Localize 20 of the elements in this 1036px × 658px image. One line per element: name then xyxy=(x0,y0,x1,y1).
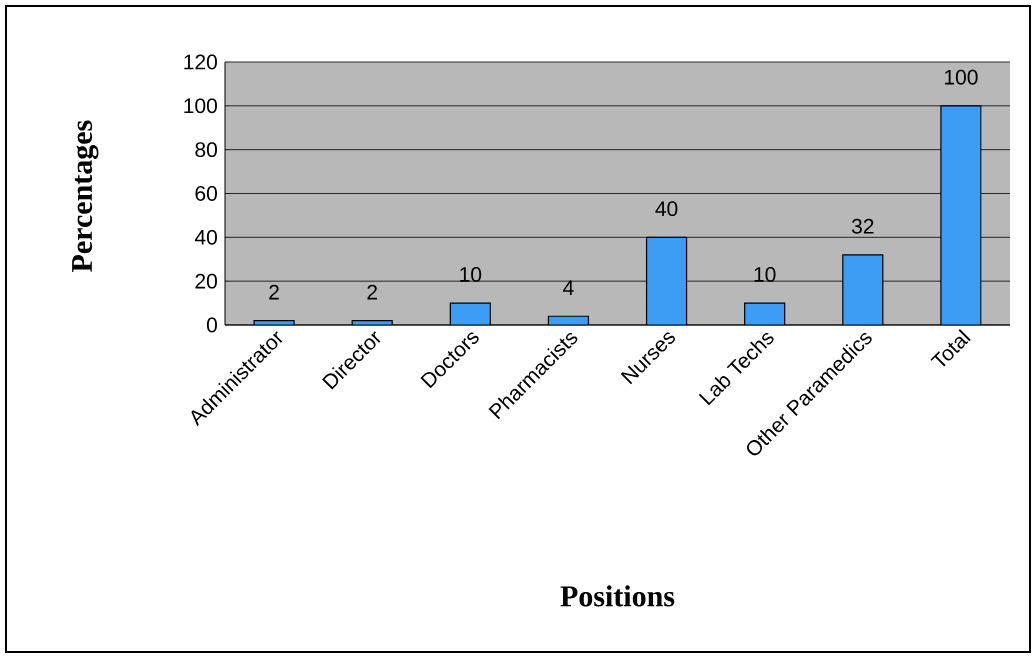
data-label: 2 xyxy=(367,284,377,300)
y-tick-label: 60 xyxy=(195,186,217,201)
y-tick-label: 120 xyxy=(184,54,217,70)
y-axis-title: Percentages xyxy=(72,120,99,272)
data-label: 2 xyxy=(269,284,279,300)
y-tick-label: 40 xyxy=(194,229,217,245)
data-label: 40 xyxy=(655,201,678,217)
x-axis-title: Positions xyxy=(560,585,675,607)
data-label: 4 xyxy=(563,280,574,296)
y-tick-label: 80 xyxy=(195,142,217,158)
data-label: 10 xyxy=(754,267,776,282)
y-tick-label: 100 xyxy=(184,98,217,114)
bar xyxy=(940,105,982,325)
y-tick-label: 20 xyxy=(195,273,217,289)
data-label: 10 xyxy=(460,267,482,282)
bar xyxy=(645,236,688,325)
data-label: 32 xyxy=(851,218,874,234)
bar xyxy=(842,254,884,325)
y-tick-label: 0 xyxy=(206,317,217,333)
data-label: 100 xyxy=(945,69,978,85)
